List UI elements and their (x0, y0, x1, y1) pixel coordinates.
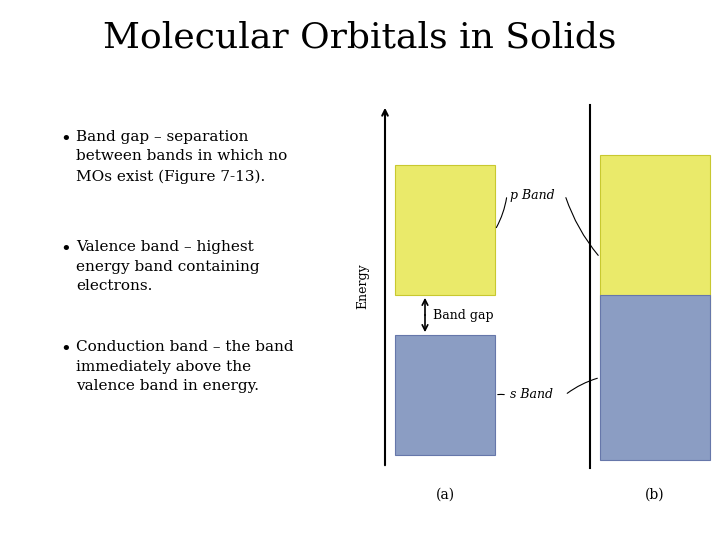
Text: •: • (60, 130, 71, 148)
Text: Band gap: Band gap (433, 308, 494, 321)
Text: •: • (60, 340, 71, 358)
Text: •: • (60, 240, 71, 258)
Text: Band gap – separation
between bands in which no
MOs exist (Figure 7-13).: Band gap – separation between bands in w… (76, 130, 287, 184)
Text: Molecular Orbitals in Solids: Molecular Orbitals in Solids (103, 21, 617, 55)
Text: Energy: Energy (356, 264, 369, 309)
Text: s Band: s Band (510, 388, 553, 402)
Bar (600, 295, 710, 460)
Text: p Band: p Band (510, 188, 554, 201)
Text: Conduction band – the band
immediately above the
valence band in energy.: Conduction band – the band immediately a… (76, 340, 294, 393)
Text: Valence band – highest
energy band containing
electrons.: Valence band – highest energy band conta… (76, 240, 260, 293)
Bar (600, 155, 710, 360)
Bar (395, 165, 495, 295)
Bar (395, 335, 495, 455)
Text: (a): (a) (436, 488, 454, 502)
Text: (b): (b) (645, 488, 665, 502)
